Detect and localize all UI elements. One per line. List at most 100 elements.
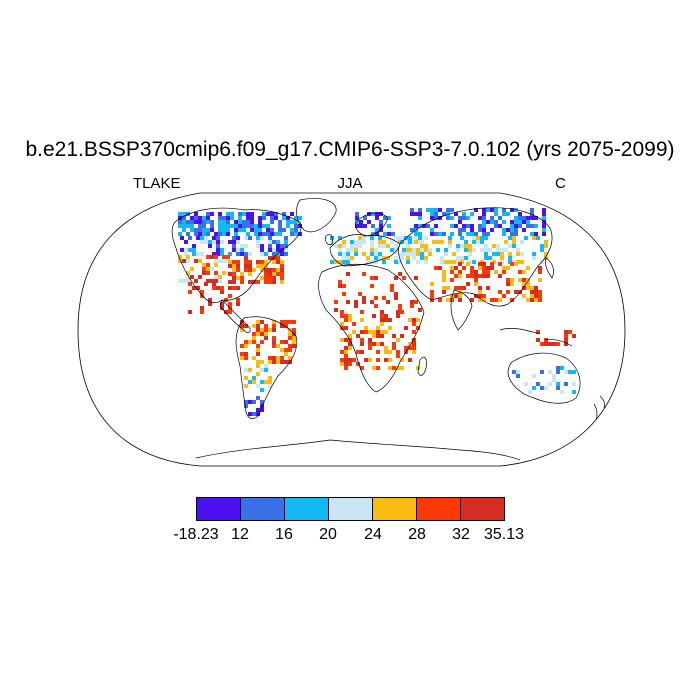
grid-cell (484, 248, 488, 252)
grid-cell (344, 318, 348, 322)
grid-cell (450, 224, 454, 228)
grid-cell (248, 368, 252, 372)
grid-cell (392, 334, 396, 338)
grid-cell (452, 260, 456, 264)
grid-cell (244, 236, 248, 240)
grid-cell (430, 294, 434, 298)
grid-cell (362, 240, 366, 244)
grid-cell (270, 228, 274, 232)
grid-cell (356, 362, 360, 366)
grid-cell (506, 228, 510, 232)
grid-cell (518, 224, 522, 228)
colorbar-label-1: 12 (231, 526, 249, 543)
grid-cell (222, 224, 226, 228)
grid-cell (530, 298, 534, 302)
grid-cell (260, 332, 264, 336)
grid-cell (246, 232, 250, 236)
grid-cell (210, 279, 214, 283)
grid-cell (498, 290, 502, 294)
grid-cell (442, 270, 446, 274)
grid-cell (186, 271, 190, 275)
grid-cell (218, 216, 222, 220)
grid-cell (236, 240, 240, 244)
grid-cell (390, 284, 394, 288)
grid-cell (468, 248, 472, 252)
grid-cell (414, 300, 418, 304)
grid-cell (560, 390, 564, 394)
grid-cell (288, 356, 292, 360)
grid-cell (540, 370, 544, 374)
grid-cell (454, 286, 458, 290)
grid-cell (188, 248, 192, 252)
grid-cell (438, 216, 442, 220)
grid-cell (448, 240, 452, 244)
grid-cell (396, 314, 400, 318)
grid-cell (178, 212, 182, 216)
grid-cell (414, 240, 418, 244)
grid-cell (380, 322, 384, 326)
grid-cell (394, 292, 398, 296)
grid-cell (214, 279, 218, 283)
grid-cell (466, 274, 470, 278)
grid-cell (242, 224, 246, 228)
grid-cell (478, 286, 482, 290)
grid-cell (218, 279, 222, 283)
grid-cell (272, 260, 276, 264)
grid-cell (462, 266, 466, 270)
grid-cell (482, 274, 486, 278)
grid-cell (504, 248, 508, 252)
grid-cell (508, 244, 512, 248)
grid-cell (408, 342, 412, 346)
grid-cell (396, 366, 400, 370)
grid-cell (542, 208, 546, 212)
grid-cell (418, 308, 422, 312)
grid-cell (246, 224, 250, 228)
grid-cell (264, 260, 268, 264)
grid-cell (506, 290, 510, 294)
grid-cell (230, 224, 234, 228)
grid-cell (212, 286, 216, 290)
grid-cell (458, 232, 462, 236)
grid-cell (380, 342, 384, 346)
grid-cell (442, 232, 446, 236)
grid-cell (190, 267, 194, 271)
grid-cell (355, 220, 359, 224)
grid-cell (528, 390, 532, 394)
grid-cell (446, 298, 450, 302)
grid-cell (264, 280, 268, 284)
grid-cell (276, 260, 280, 264)
grid-cell (494, 208, 498, 212)
grid-cell (518, 216, 522, 220)
grid-cell (268, 376, 272, 380)
grid-cell (530, 286, 534, 290)
grid-cell (387, 232, 391, 236)
grid-cell (260, 264, 264, 268)
grid-cell (220, 248, 224, 252)
grid-cell (514, 216, 518, 220)
grid-cell (392, 342, 396, 346)
grid-cell (222, 220, 226, 224)
grid-cell (472, 248, 476, 252)
grid-cell (216, 248, 220, 252)
grid-cell (476, 240, 480, 244)
grid-cell (194, 228, 198, 232)
grid-cell (514, 262, 518, 266)
grid-cell (268, 360, 272, 364)
grid-cell (280, 244, 284, 248)
grid-cell (522, 220, 526, 224)
grid-cell (244, 356, 248, 360)
grid-cell (280, 280, 284, 284)
grid-cell (450, 208, 454, 212)
grid-cell (408, 240, 412, 244)
grid-cell (490, 220, 494, 224)
grid-cell (462, 228, 466, 232)
grid-cell (430, 208, 434, 212)
grid-cell (430, 290, 434, 294)
grid-cell (398, 272, 402, 276)
grid-cell (340, 322, 344, 326)
grid-cell (526, 216, 530, 220)
grid-cell (226, 255, 230, 259)
grid-cell (412, 318, 416, 322)
grid-cell (394, 296, 398, 300)
grid-cell (400, 236, 404, 240)
